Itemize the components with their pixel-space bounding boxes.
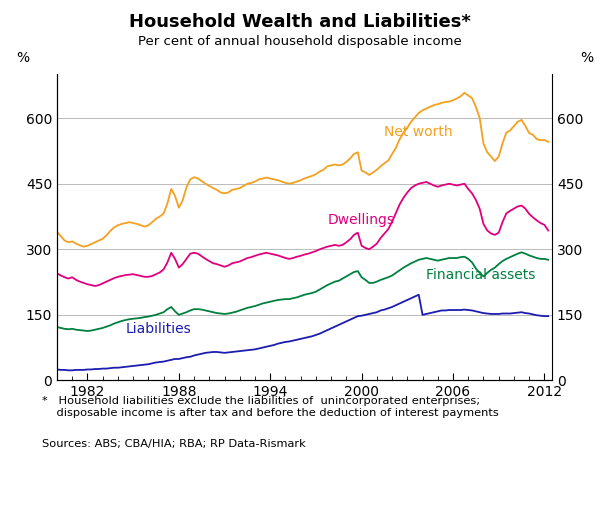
- Text: *   Household liabilities exclude the liabilities of  unincorporated enterprises: * Household liabilities exclude the liab…: [42, 396, 499, 418]
- Text: %: %: [16, 51, 29, 65]
- Text: Financial assets: Financial assets: [425, 268, 535, 282]
- Text: %: %: [580, 51, 593, 65]
- Text: Household Wealth and Liabilities*: Household Wealth and Liabilities*: [129, 13, 471, 31]
- Text: Dwellings: Dwellings: [328, 213, 395, 227]
- Text: Per cent of annual household disposable income: Per cent of annual household disposable …: [138, 35, 462, 47]
- Text: Liabilities: Liabilities: [125, 322, 191, 336]
- Text: Net worth: Net worth: [385, 124, 453, 139]
- Text: Sources: ABS; CBA/HIA; RBA; RP Data-Rismark: Sources: ABS; CBA/HIA; RBA; RP Data-Rism…: [42, 439, 306, 449]
